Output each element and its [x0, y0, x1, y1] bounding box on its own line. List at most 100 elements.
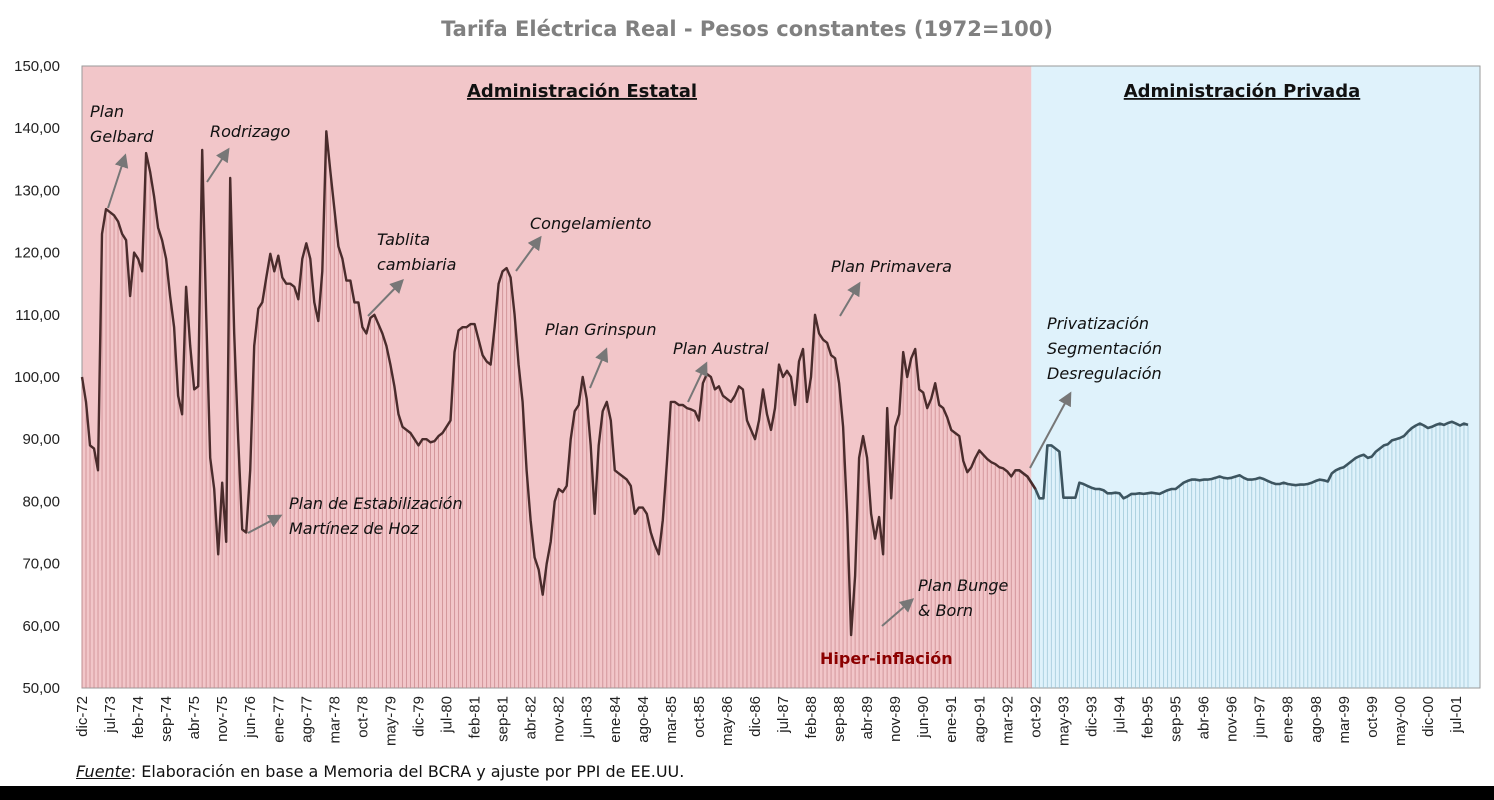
annotation-plan-bunge-born: Plan Bunge — [918, 576, 1009, 595]
y-tick-label: 90,00 — [22, 431, 60, 448]
x-tick-label: feb-95 — [1140, 696, 1157, 739]
x-tick-label: jul-94 — [1112, 696, 1129, 734]
x-tick-label: ene-91 — [943, 696, 960, 743]
annotation-arrow — [107, 153, 129, 209]
x-tick-label: abr-75 — [186, 696, 203, 739]
x-tick-label: dic-93 — [1083, 696, 1100, 737]
x-tick-label: may-86 — [719, 696, 736, 746]
source-note: Fuente: Elaboración en base a Memoria de… — [76, 762, 684, 781]
series-line-privada — [1015, 420, 1469, 500]
x-tick-label: nov-89 — [887, 696, 904, 742]
x-tick-label: ago-84 — [635, 696, 652, 743]
x-tick-label: abr-96 — [1196, 696, 1213, 739]
annotation-arrow — [589, 347, 609, 389]
annotation-plan-estabilizacion: Martínez de Hoz — [289, 519, 419, 538]
annotation-arrow — [1029, 391, 1072, 469]
annotation-arrow — [247, 514, 283, 534]
x-tick-label: mar-99 — [1336, 696, 1353, 744]
x-tick-label: jun-83 — [579, 696, 596, 739]
x-tick-label: sep-88 — [831, 696, 848, 742]
x-tick-label: jun-76 — [242, 696, 259, 739]
x-tick-label: jun-90 — [915, 696, 932, 739]
region-label-estatal: Administración Estatal — [467, 81, 697, 102]
annotation-privatizacion: Segmentación — [1047, 339, 1162, 358]
plot-area: 50,00 60,00 70,00 80,00 90,00 100,00 110,00 120… — [14, 58, 1481, 746]
x-tick-label: sep-74 — [158, 696, 175, 742]
x-tick-label: oct-85 — [691, 696, 708, 738]
annotation-tablita-cambiaria: Tablita — [377, 230, 430, 249]
x-tick-label: ene-77 — [270, 696, 287, 743]
annotation-arrow — [881, 598, 915, 627]
x-tick-label: mar-78 — [326, 696, 343, 744]
x-tick-label: oct-92 — [1027, 696, 1044, 738]
x-tick-label: ago-98 — [1308, 696, 1325, 743]
x-tick-label: mar-92 — [999, 696, 1016, 744]
annotation-rodrizago: Rodrizago — [210, 122, 290, 141]
annotation-privatizacion: Desregulación — [1047, 364, 1162, 383]
x-tick-label: dic-00 — [1420, 696, 1437, 737]
x-tick-label: jul-80 — [439, 696, 456, 734]
source-text: : Elaboración en base a Memoria del BCRA… — [130, 762, 685, 781]
annotation-privatizacion: Privatización — [1047, 314, 1149, 333]
x-tick-label: feb-74 — [130, 696, 147, 739]
x-tick-label: mar-85 — [663, 696, 680, 744]
x-tick-label: nov-82 — [551, 696, 568, 742]
x-tick-label: oct-99 — [1364, 696, 1381, 738]
annotation-plan-gelbard: Gelbard — [90, 127, 154, 146]
x-tick-label: ago-91 — [971, 696, 988, 743]
y-tick-label: 60,00 — [22, 618, 60, 635]
series-line-estatal — [80, 130, 1037, 637]
y-tick-label: 50,00 — [22, 680, 60, 697]
x-tick-label: dic-86 — [747, 696, 764, 737]
annotation-plan-primavera: Plan Primavera — [831, 257, 952, 276]
x-tick-label: feb-81 — [467, 696, 484, 739]
annotation-arrow — [839, 281, 861, 317]
x-tick-label: jun-97 — [1252, 696, 1269, 739]
x-tick-label: sep-95 — [1168, 696, 1185, 742]
bottom-bar — [0, 786, 1494, 800]
annotation-arrow — [206, 147, 230, 183]
y-tick-label: 100,00 — [14, 369, 60, 386]
x-tick-label: sep-81 — [495, 696, 512, 742]
annotation-plan-gelbard: Plan — [90, 102, 124, 121]
x-tick-label: ago-77 — [298, 696, 315, 743]
y-tick-label: 130,00 — [14, 182, 60, 199]
annotation-plan-austral: Plan Austral — [673, 339, 769, 358]
annotation-arrow — [687, 361, 708, 403]
x-tick-label: ene-98 — [1280, 696, 1297, 743]
x-tick-label: may-93 — [1055, 696, 1072, 746]
source-label: Fuente — [76, 762, 131, 781]
x-tick-label: jul-01 — [1448, 696, 1465, 734]
annotation-tablita-cambiaria: cambiaria — [377, 255, 456, 274]
y-tick-label: 140,00 — [14, 120, 60, 137]
x-tick-label: oct-78 — [354, 696, 371, 738]
x-tick-label: ene-84 — [607, 696, 624, 743]
x-tick-label: nov-75 — [214, 696, 231, 742]
y-tick-label: 150,00 — [14, 58, 60, 75]
x-tick-label: nov-96 — [1224, 696, 1241, 742]
x-tick-label: dic-72 — [74, 696, 91, 737]
annotation-plan-estabilizacion: Plan de Estabilización — [289, 494, 463, 513]
chart-title: Tarifa Eléctrica Real - Pesos constantes… — [441, 17, 1053, 41]
y-tick-label: 120,00 — [14, 245, 60, 262]
annotation-plan-grinspun: Plan Grinspun — [545, 320, 656, 339]
annotation-arrow — [367, 278, 404, 317]
x-tick-label: jul-87 — [775, 696, 792, 734]
y-tick-label: 70,00 — [22, 556, 60, 573]
annotation-hiperinflacion: Hiper-inflación — [820, 649, 953, 668]
y-tick-label: 80,00 — [22, 493, 60, 510]
region-label-privada: Administración Privada — [1124, 81, 1361, 102]
x-tick-label: abr-82 — [523, 696, 540, 739]
annotation-arrow — [515, 235, 542, 272]
x-tick-label: jul-73 — [102, 696, 119, 734]
x-tick-label: dic-79 — [411, 696, 428, 737]
region-estatal — [82, 66, 1032, 688]
annotation-congelamiento: Congelamiento — [530, 214, 652, 233]
annotation-plan-bunge-born: & Born — [918, 601, 973, 620]
y-tick-label: 110,00 — [15, 307, 60, 324]
x-tick-label: feb-88 — [803, 696, 820, 739]
x-tick-label: may-00 — [1392, 696, 1409, 746]
x-tick-label: may-79 — [382, 696, 399, 746]
x-tick-label: abr-89 — [859, 696, 876, 739]
